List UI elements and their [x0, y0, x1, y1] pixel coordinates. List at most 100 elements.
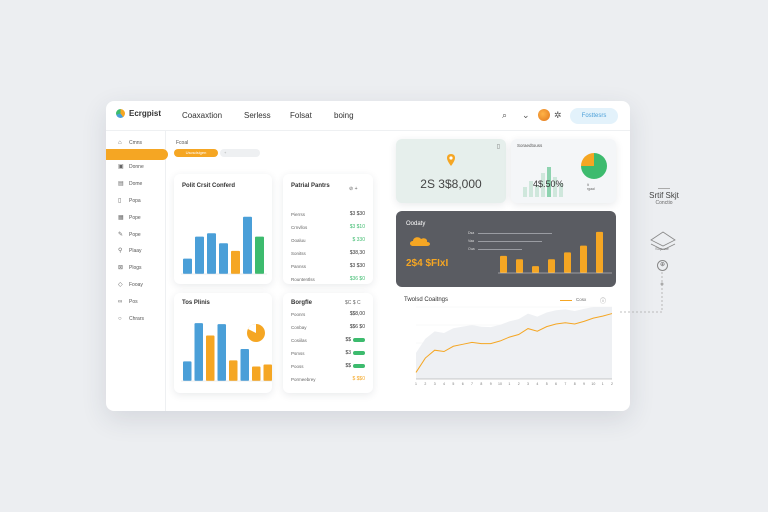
bar	[206, 335, 215, 381]
series-line	[415, 313, 613, 373]
row-value-group: $$	[345, 363, 365, 369]
row-label: Pormeebrey	[291, 376, 316, 382]
table-row[interactable]: Crnvllos $3 $10	[291, 223, 365, 231]
side-node-caption: Sopoae	[655, 246, 669, 251]
dark-bar-chart	[498, 231, 612, 274]
bar	[231, 250, 240, 274]
filter-pill-add[interactable]: +	[220, 149, 260, 157]
lock-icon: ⊠	[118, 265, 124, 271]
row-label: Conbay	[291, 324, 307, 330]
legend-label: Cosx	[576, 297, 587, 302]
brand[interactable]: Ecrgpist	[116, 109, 161, 118]
dark-summary-card: Oodaty 2$4 $FIxI Dsa Vaa Oua	[396, 211, 616, 287]
sidebar-item-label: Chrars	[129, 315, 145, 322]
toolbar-button[interactable]: Fosttesrs	[570, 108, 618, 124]
nav-tab-1[interactable]: Coaxaxtion	[182, 111, 223, 120]
table-row[interactable]: Pierrss $3 $30	[291, 210, 365, 218]
sidebar: ⌂ Cmns ▣ Donne ▤ Dome ▯ Popa ▦ Pope ✎ Pope ⚲ Pl…	[106, 131, 168, 411]
x-tick-label: 6	[555, 382, 557, 386]
bar	[500, 255, 507, 273]
donut-chart	[581, 153, 607, 179]
bar	[580, 245, 587, 273]
row-value: $36 $0	[349, 276, 365, 282]
legend-swatch	[560, 300, 572, 301]
row-label: Psmss	[291, 350, 305, 356]
row-value-group: $$	[345, 337, 365, 343]
sidebar-item-4[interactable]: ▯ Popa	[106, 195, 166, 206]
table-row[interactable]: Sonitss $38,30	[291, 249, 365, 257]
sidebar-item-label: Pope	[129, 214, 141, 221]
row-label: Crnvllos	[291, 224, 308, 230]
sidebar-item-active[interactable]	[106, 149, 168, 160]
bar-chart-bottom	[181, 323, 272, 382]
location-pin-icon	[447, 154, 455, 166]
x-tick-label: 2	[424, 382, 426, 386]
nav-tab-2[interactable]: Serless	[244, 111, 271, 120]
row-value: $3 $10	[349, 224, 365, 230]
chevron-down-icon[interactable]: ⌄	[522, 110, 530, 120]
card-title: Borgfle	[291, 300, 312, 306]
table-row[interactable]: Cosiilas $$	[291, 336, 365, 344]
table-row[interactable]: Pormeebrey $ $$0	[291, 375, 365, 383]
bar	[548, 259, 555, 273]
bar	[194, 323, 203, 381]
table-actions-icon[interactable]: $C $ C	[345, 300, 361, 306]
table-row[interactable]: Psmss $3	[291, 349, 365, 357]
sidebar-item-3[interactable]: ▤ Dome	[106, 178, 166, 189]
bar	[523, 187, 527, 197]
x-tick-label: 7	[471, 382, 473, 386]
pie-slice	[581, 153, 594, 166]
sidebar-item-label: Pos	[129, 298, 138, 305]
sidebar-item-8[interactable]: ⊠ Plogs	[106, 262, 166, 273]
table-row[interactable]: Ooaluu $ 330	[291, 236, 365, 244]
brand-name: Ecrgpist	[129, 109, 162, 118]
dashboard-window: Ecrgpist Coaxaxtion Serless Folsat boing…	[106, 101, 630, 411]
trend-line-chart: 1 2 3 4 5 6 7 8 9 10 1 2 3 4 5 6 7 8 9 10 1 2	[415, 306, 613, 386]
dark-line-label-3: Oua	[468, 247, 475, 251]
nav-tab-4[interactable]: boing	[334, 111, 354, 120]
donut-value: 4$.50%	[533, 179, 564, 189]
bar	[252, 366, 261, 381]
search-icon[interactable]: ⌕	[502, 110, 508, 120]
table-row[interactable]: Pooss $$	[291, 362, 365, 370]
sparkle-icon[interactable]: ✲	[554, 110, 562, 120]
x-tick-label: 8	[480, 382, 482, 386]
table-row[interactable]: Pannss $3 $30	[291, 262, 365, 270]
brand-logo-icon	[116, 109, 125, 118]
sidebar-item-10[interactable]: ∞ Pos	[106, 296, 166, 307]
table-actions-icon[interactable]: ⊘ +	[349, 186, 358, 192]
row-value: $ $$0	[352, 376, 365, 382]
divider	[478, 233, 552, 234]
info-icon[interactable]: ⓘ	[600, 299, 607, 305]
bar	[183, 258, 192, 274]
sidebar-item-7[interactable]: ⚲ Plaay	[106, 245, 166, 256]
trash-icon[interactable]: ▯	[496, 144, 500, 150]
filter-pill-active[interactable]: Uscsdsigen	[174, 149, 218, 157]
table-row[interactable]: Conbay $$6 $0	[291, 323, 365, 331]
row-value-group: $3	[345, 350, 365, 356]
table-row[interactable]: Rountentlss $36 $0	[291, 275, 365, 283]
link-icon: ∞	[118, 298, 123, 305]
row-value: $ 330	[352, 237, 365, 243]
avatar[interactable]	[538, 109, 550, 121]
x-tick-label: 3	[434, 382, 436, 386]
bar	[532, 266, 539, 273]
cloud-icon	[410, 237, 430, 246]
x-tick-label: 4	[536, 382, 538, 386]
bar-chart-card-bottom: Tos Plinis	[174, 293, 272, 393]
bar	[529, 181, 533, 197]
sidebar-item-2[interactable]: ▣ Donne	[106, 161, 166, 172]
table-row[interactable]: Poonrs $$8,00	[291, 310, 365, 318]
edit-icon: ✎	[118, 232, 124, 238]
sidebar-item-home[interactable]: ⌂ Cmns	[106, 137, 166, 148]
bar	[217, 324, 226, 381]
sidebar-item-5[interactable]: ▦ Pope	[106, 212, 166, 223]
sidebar-item-6[interactable]: ✎ Pope	[106, 229, 166, 240]
mini-pie-chart	[247, 324, 265, 342]
row-label: Ooaluu	[291, 237, 306, 243]
x-tick-label: 10	[498, 382, 502, 386]
divider	[478, 241, 542, 242]
nav-tab-3[interactable]: Folsat	[290, 111, 312, 120]
sidebar-item-9[interactable]: ◇ Fooay	[106, 279, 166, 290]
sidebar-item-11[interactable]: ○ Chrars	[106, 313, 166, 324]
